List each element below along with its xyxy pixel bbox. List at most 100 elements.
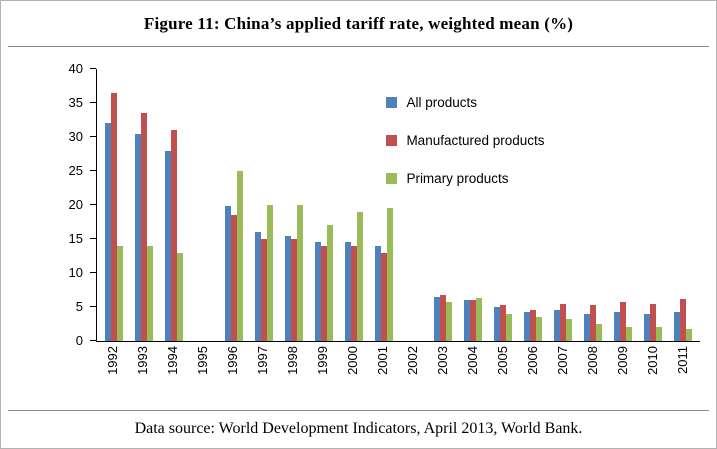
bar-group-2010 [638,69,668,341]
bar-manufactured-2011 [680,298,687,341]
x-axis-label-1998: 1998 [285,346,300,375]
y-axis-label: 30 [68,129,83,144]
chart-title: Figure 11: China’s applied tariff rate, … [143,13,574,33]
bar-primary-2004 [476,298,483,341]
y-axis-tick [90,340,96,341]
x-axis-label-2006: 2006 [525,346,540,375]
data-source-text: Data source: World Development Indicator… [134,420,583,437]
y-axis-tick [90,68,96,69]
y-axis-tick [90,170,96,171]
bar-group-2006 [518,69,548,341]
bar-group-2009 [608,69,638,341]
bar-manufactured-1994 [170,130,177,341]
bar-primary-2008 [596,324,603,341]
x-axis-spacer [41,342,96,404]
bar-all-2008 [584,313,591,341]
x-axis-label-1994: 1994 [165,346,180,375]
y-axis-label: 20 [68,197,83,212]
legend-label: Manufactured products [406,133,545,148]
x-axis-labels: 1992 1993 1994 1995 1996 1997 1998 1999 2000 2001… [96,342,700,404]
bar-manufactured-1999 [320,245,327,341]
bar-manufactured-2001 [380,252,387,341]
x-axis-label-2000: 2000 [345,346,360,375]
bar-group-1999 [309,69,339,341]
bar-primary-2011 [686,329,693,341]
bar-all-1996 [224,206,231,341]
x-axis-label-2004: 2004 [465,346,480,375]
bar-group-1998 [279,69,309,341]
bar-all-2010 [644,313,651,341]
bar-all-2000 [344,242,351,341]
footer-divider [8,410,709,411]
bar-manufactured-1992 [110,92,117,341]
bar-group-2004 [458,69,488,341]
y-axis-label: 5 [75,299,83,314]
bar-primary-2000 [356,211,363,341]
bar-all-2011 [674,312,681,341]
x-axis: 1992 1993 1994 1995 1996 1997 1998 1999 2000 2001… [41,342,700,404]
bar-primary-2001 [386,208,393,341]
bar-group-1992 [99,69,129,341]
y-axis-label: 10 [68,265,83,280]
bar-primary-2010 [656,327,663,341]
x-axis-label-2011: 2011 [675,346,690,374]
bar-manufactured-2007 [560,303,567,341]
bar-primary-1999 [326,225,333,341]
bar-all-2006 [524,311,531,341]
bar-group-1994 [159,69,189,341]
y-axis: 0 5 10 15 20 25 30 35 40 [41,61,96,348]
y-axis-label: 25 [68,163,83,178]
bar-group-2003 [428,69,458,341]
legend-item-manufactured: Manufactured products [386,133,545,148]
bar-primary-2009 [626,327,633,341]
legend-swatch-icon [386,173,398,184]
bar-all-2001 [374,245,381,341]
bar-primary-1998 [296,205,303,341]
bar-all-1997 [254,232,261,341]
bar-all-1998 [284,235,291,341]
legend-swatch-icon [386,97,398,108]
bar-all-1999 [314,242,321,341]
legend-label: All products [406,95,477,110]
bar-manufactured-1993 [140,113,147,341]
y-axis-tick [90,238,96,239]
x-axis-label-1992: 1992 [105,346,120,375]
x-axis-label-1996: 1996 [225,346,240,375]
y-axis-tick [90,306,96,307]
bar-group-2000 [339,69,369,341]
bar-group-1997 [249,69,279,341]
bar-manufactured-2010 [650,303,657,341]
bar-manufactured-1998 [290,239,297,341]
bar-primary-1997 [266,205,273,341]
bar-manufactured-2008 [590,304,597,341]
bar-all-2004 [464,300,471,341]
bar-group-1995 [189,69,219,341]
bar-all-1992 [104,123,111,341]
chart-legend: All products Manufactured products Primary… [386,95,545,186]
x-axis-label-2002: 2002 [405,346,420,375]
x-axis-label-2005: 2005 [495,346,510,375]
x-axis-label-2001: 2001 [375,346,390,375]
bar-group-2007 [548,69,578,341]
y-axis-label: 35 [68,95,83,110]
bar-manufactured-2005 [500,304,507,341]
bar-primary-1993 [146,245,153,341]
x-axis-label-2010: 2010 [645,346,660,375]
bar-primary-2005 [506,313,513,341]
plot-area: All products Manufactured products Primary… [96,69,700,342]
chart-area: 0 5 10 15 20 25 30 35 40 All products Manufacture… [1,47,716,404]
bar-primary-1996 [236,171,243,341]
y-axis-label: 40 [68,61,83,76]
x-axis-label-1999: 1999 [315,346,330,375]
bar-all-2003 [434,296,441,341]
bar-all-2007 [554,310,561,341]
x-axis-label-1993: 1993 [135,346,150,375]
bar-group-2005 [488,69,518,341]
bar-group-2001 [369,69,399,341]
figure-header: Figure 11: China’s applied tariff rate, … [8,1,709,47]
bar-manufactured-2003 [440,294,447,341]
bar-group-2011 [668,69,698,341]
x-axis-label-2003: 2003 [435,346,450,375]
x-axis-label-1997: 1997 [255,346,270,375]
